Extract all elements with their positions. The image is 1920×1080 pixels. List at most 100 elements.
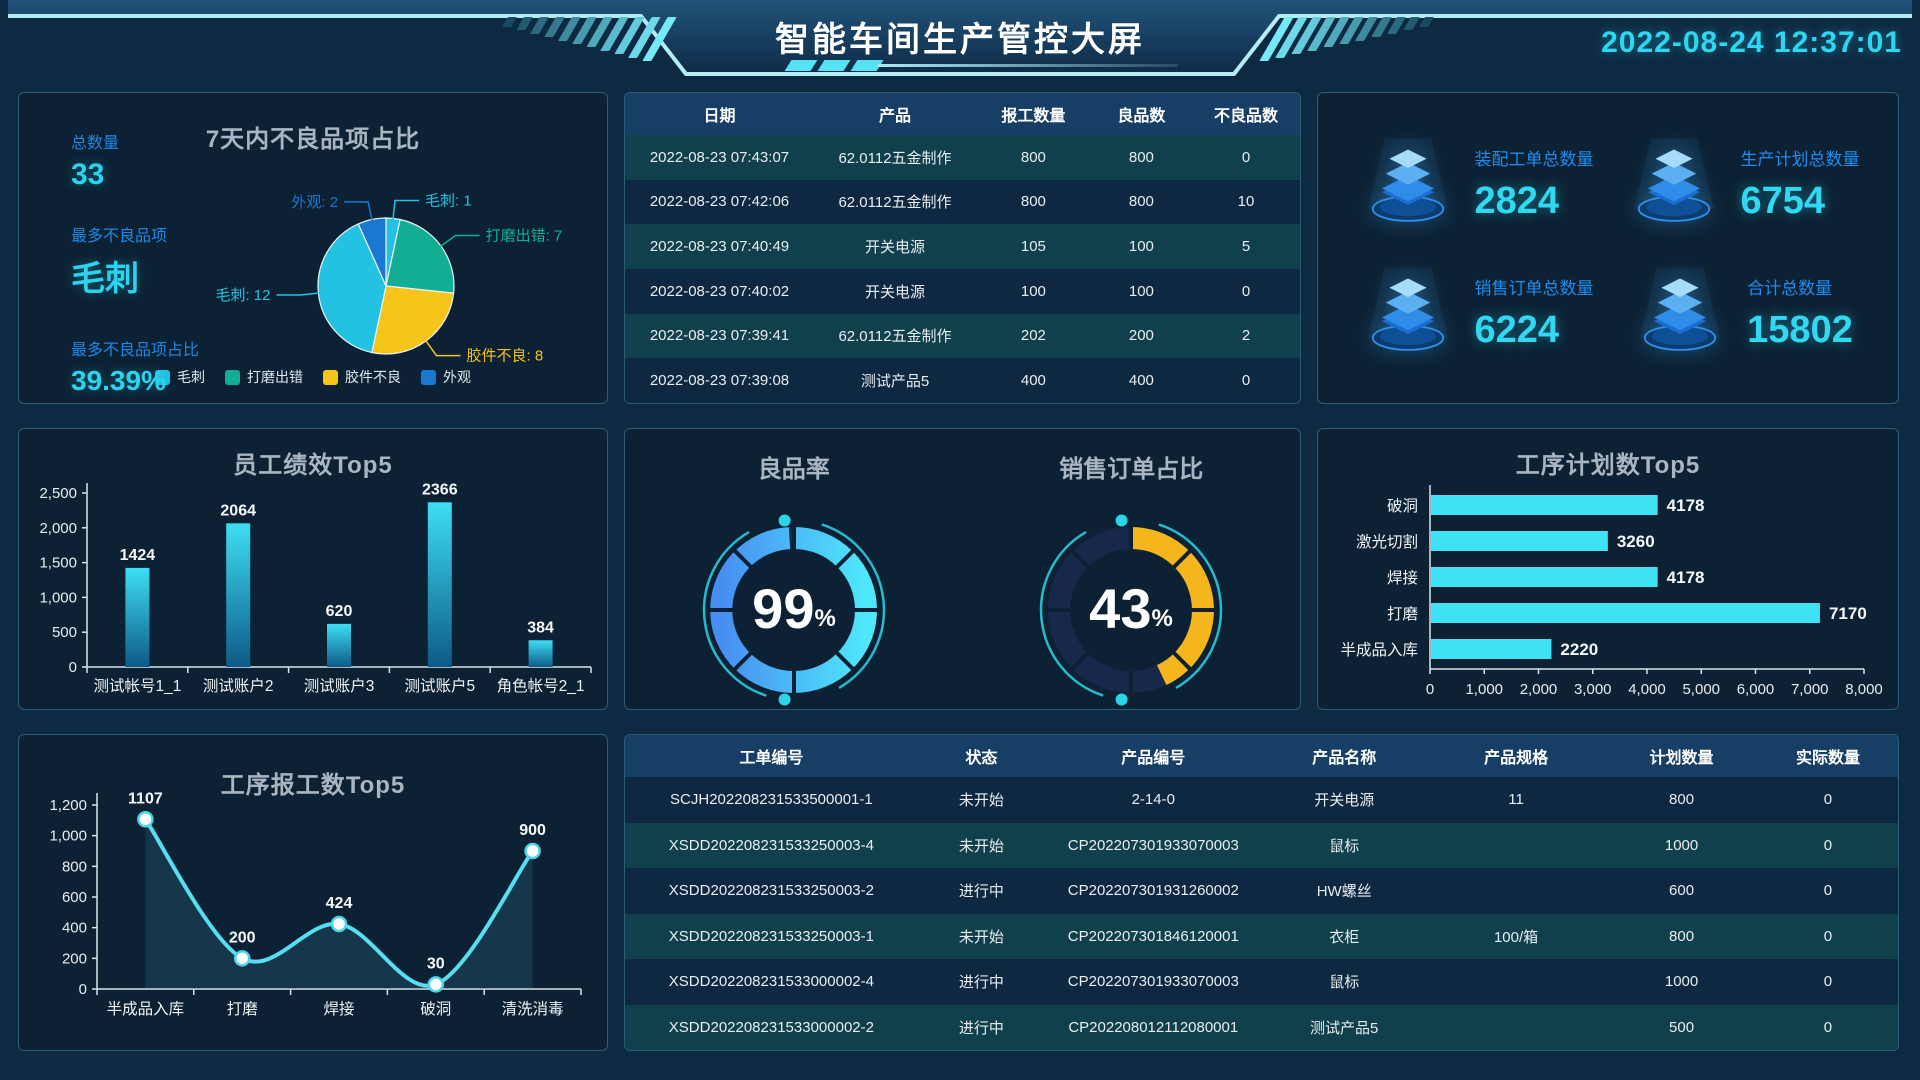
gauge-title: 销售订单占比 bbox=[1059, 456, 1204, 483]
horizontal-bar-chart: 0 1,000 2,000 3,000 4,000 5,000 6,000 7,000 8,00… bbox=[1340, 485, 1883, 698]
table-cell: 衣柜 bbox=[1329, 928, 1360, 946]
stat-value: 33 bbox=[71, 158, 105, 191]
data-table: 日期 产品 报工数量 良品数 不良品数 2022-08-23 07:43:07 62.011… bbox=[625, 93, 1300, 403]
chart-text: 620 bbox=[326, 603, 353, 620]
table-cell: XSDD202208231533000002-4 bbox=[668, 973, 874, 991]
table-row: 2022-08-23 07:43:07 62.0112五金制作 800 800 0 bbox=[625, 135, 1300, 180]
column-header: 不良品数 bbox=[1192, 93, 1300, 135]
stat-card-text: 销售订单总数量 6224 bbox=[1475, 274, 1594, 352]
column-header: 产品规格 bbox=[1426, 735, 1606, 777]
bar bbox=[226, 523, 251, 667]
column-header: 工单编号 bbox=[625, 735, 918, 777]
pie-chart: 毛刺: 1 打磨出错: 7 胶件不良: 8 毛刺: 12 外观: 2 bbox=[215, 192, 563, 365]
column-header: 日期 bbox=[625, 93, 814, 135]
bar bbox=[1431, 603, 1820, 623]
chart-text: 0 bbox=[69, 659, 77, 676]
header-dash bbox=[784, 60, 818, 71]
legend-label: 外观 bbox=[443, 369, 471, 385]
panel-title: 员工绩效Top5 bbox=[233, 452, 393, 479]
table-cell: CP202207301933070003 bbox=[1067, 973, 1239, 991]
stat-card: 合计总数量 15802 bbox=[1608, 248, 1874, 377]
table-cell: 未开始 bbox=[958, 928, 1004, 946]
panel-title: 工序计划数Top5 bbox=[1515, 452, 1701, 479]
defect-stats: 总数量 33 最多不良品项 毛刺 最多不良品项占比 39.39% bbox=[71, 129, 199, 397]
table-cell: 2022-08-23 07:42:06 bbox=[649, 193, 790, 211]
chart-text: 2,000 bbox=[39, 520, 77, 537]
bar bbox=[528, 640, 553, 667]
gauge-arc bbox=[1130, 527, 1215, 686]
legend-swatch bbox=[155, 369, 170, 385]
chart-text: 4,000 bbox=[1628, 681, 1666, 698]
gauge-title: 良品率 bbox=[757, 456, 830, 483]
chart-text: 打磨出错: 7 bbox=[486, 227, 563, 244]
table-cell: 202 bbox=[1020, 327, 1046, 345]
panel-title: 工序报工数Top5 bbox=[220, 772, 406, 799]
legend-swatch bbox=[225, 369, 240, 385]
process-plan-panel: 工序计划数Top5 0 1,000 2,000 3,000 4,000 5,000 6,00… bbox=[1317, 428, 1899, 710]
chart-text: 胶件不良: 8 bbox=[467, 348, 544, 365]
column-header: 产品名称 bbox=[1261, 735, 1427, 777]
layers-icon bbox=[1640, 267, 1721, 351]
stat-card-label: 生产计划总数量 bbox=[1740, 149, 1860, 169]
table-cell: 2022-08-23 07:39:41 bbox=[649, 327, 790, 345]
legend-label: 毛刺 bbox=[177, 369, 205, 385]
table-row: 2022-08-23 07:39:41 62.0112五金制作 202 200 2 bbox=[625, 313, 1300, 359]
chart-text: 清洗消毒 bbox=[502, 1000, 564, 1018]
gauge-chart: 43% bbox=[1040, 514, 1223, 706]
data-point bbox=[233, 950, 251, 967]
gauge-value: 99% bbox=[752, 577, 836, 640]
bar bbox=[1431, 495, 1658, 515]
table-cell: 62.0112五金制作 bbox=[838, 149, 952, 167]
stat-card-icon bbox=[1357, 133, 1459, 234]
chart-text: 424 bbox=[326, 895, 353, 912]
chart-text: 破洞 bbox=[420, 1000, 451, 1018]
table-cell: 鼠标 bbox=[1329, 837, 1360, 855]
table-cell: 100 bbox=[1128, 282, 1154, 300]
header-dashes bbox=[784, 60, 884, 71]
data-table: 工单编号 状态 产品编号 产品名称 产品规格 计划数量 实际数量 SCJH2022082315… bbox=[625, 735, 1898, 1050]
data-point bbox=[330, 915, 348, 933]
table-header-row: 日期 产品 报工数量 良品数 不良品数 bbox=[625, 93, 1300, 135]
table-cell: 62.0112五金制作 bbox=[838, 328, 952, 346]
chart-text: 测试帐号1_1 bbox=[93, 677, 181, 695]
pie-label-line bbox=[438, 234, 480, 248]
table-row: 2022-08-23 07:40:49 开关电源 105 100 5 bbox=[625, 224, 1300, 269]
stat-label: 最多不良品项占比 bbox=[71, 342, 200, 359]
chart-text: 角色帐号2_1 bbox=[497, 677, 585, 695]
table-cell: 0 bbox=[1241, 148, 1251, 166]
chart-text: 外观: 2 bbox=[291, 194, 338, 211]
table-cell: 800 bbox=[1669, 791, 1695, 809]
bar-chart: 0 500 1,000 1,500 2,000 2,500 1424 测试帐号1_1 2064 测… bbox=[39, 481, 592, 695]
chart-text: 1424 bbox=[120, 547, 156, 564]
column-header: 产品 bbox=[814, 93, 976, 135]
column-header: 计划数量 bbox=[1605, 735, 1758, 777]
bar bbox=[427, 502, 452, 667]
header-line bbox=[878, 64, 1178, 67]
table-cell: 未开始 bbox=[958, 837, 1004, 855]
chart-text: 2,000 bbox=[1520, 681, 1558, 698]
chart-text: 400 bbox=[62, 920, 87, 937]
chart-text: 500 bbox=[52, 624, 77, 641]
table-cell: 800 bbox=[1128, 193, 1154, 211]
column-header: 状态 bbox=[917, 735, 1046, 777]
table-cell: 2022-08-23 07:43:07 bbox=[649, 148, 790, 166]
chart-text: 毛刺: 12 bbox=[215, 287, 270, 304]
table-cell: XSDD202208231533250003-2 bbox=[668, 882, 874, 900]
report-table-panel: 日期 产品 报工数量 良品数 不良品数 2022-08-23 07:43:07 62.011… bbox=[624, 92, 1301, 404]
stat-card: 销售订单总数量 6224 bbox=[1342, 248, 1608, 377]
table-cell: 2022-08-23 07:40:02 bbox=[649, 282, 790, 300]
table-cell: 105 bbox=[1020, 238, 1046, 256]
stat-card-value: 2824 bbox=[1474, 179, 1560, 222]
data-point bbox=[427, 976, 445, 993]
stat-card-label: 合计总数量 bbox=[1747, 278, 1833, 298]
chart-text: 200 bbox=[62, 950, 87, 967]
chart-text: 4178 bbox=[1667, 496, 1705, 515]
gauge-chart: 99% bbox=[702, 514, 885, 706]
table-cell: XSDD202208231533250003-4 bbox=[668, 836, 874, 854]
column-header: 产品编号 bbox=[1045, 735, 1262, 777]
chart-text: 焊接 bbox=[1387, 569, 1418, 587]
bar bbox=[125, 567, 150, 667]
table-cell: 测试产品5 bbox=[1310, 1019, 1379, 1037]
gauges-panel: 良品率 99% 销售订单占比 43% bbox=[624, 428, 1301, 710]
chart-text: 5,000 bbox=[1682, 681, 1720, 698]
